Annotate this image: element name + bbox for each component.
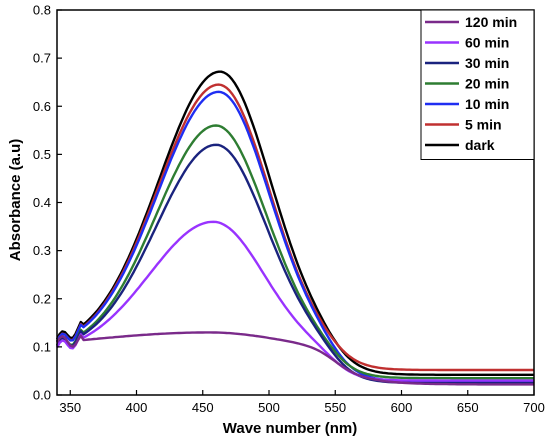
y-tick-label: 0.5 — [33, 147, 51, 162]
y-axis-ticks: 0.0 0.1 0.2 0.3 0.4 0.5 0.6 0.7 0.8 — [33, 3, 62, 403]
y-tick-label: 0.8 — [33, 3, 51, 18]
x-axis-ticks: 350 400 450 500 550 600 650 700 — [59, 390, 545, 415]
legend-label: dark — [465, 137, 495, 153]
legend-label: 30 min — [465, 55, 509, 71]
y-tick-label: 0.0 — [33, 388, 51, 403]
x-tick-label: 550 — [324, 400, 346, 415]
legend-label: 5 min — [465, 117, 502, 133]
legend-label: 10 min — [465, 96, 509, 112]
x-tick-label: 450 — [192, 400, 214, 415]
x-axis-label: Wave number (nm) — [223, 420, 357, 437]
series-line — [55, 124, 534, 380]
plot-lines — [55, 70, 534, 386]
series-line — [55, 220, 534, 382]
x-tick-label: 400 — [126, 400, 148, 415]
y-tick-label: 0.7 — [33, 51, 51, 66]
y-tick-label: 0.4 — [33, 195, 51, 210]
x-tick-label: 650 — [457, 400, 479, 415]
y-tick-label: 0.6 — [33, 99, 51, 114]
y-tick-label: 0.2 — [33, 291, 51, 306]
y-tick-label: 0.3 — [33, 243, 51, 258]
series-line — [55, 70, 534, 376]
x-tick-label: 350 — [59, 400, 81, 415]
legend-label: 20 min — [465, 76, 509, 92]
y-axis-label: Absorbance (a.u) — [7, 139, 24, 262]
x-tick-label: 600 — [391, 400, 413, 415]
legend: 120 min 60 min 30 min 20 min 10 min 5 min dark — [420, 9, 535, 160]
legend-label: 60 min — [465, 35, 509, 51]
y-tick-label: 0.1 — [33, 339, 51, 354]
legend-label: 120 min — [465, 14, 517, 30]
x-tick-label: 500 — [258, 400, 280, 415]
series-line — [55, 331, 534, 386]
x-tick-label: 700 — [523, 400, 545, 415]
